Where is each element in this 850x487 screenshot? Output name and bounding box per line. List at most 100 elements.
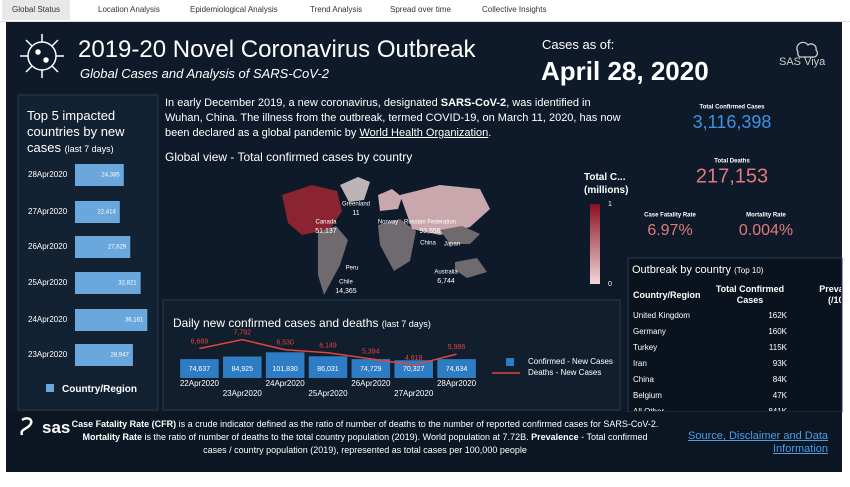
tab-bar: Global Status Location Analysis Epidemiolo… <box>0 0 850 22</box>
column-header: Total Confirmed Cases <box>715 284 785 305</box>
x-tick-label: 26Apr2020 <box>351 379 391 388</box>
value-label: 4,619 <box>405 355 423 362</box>
panel <box>627 257 843 413</box>
text: , was identified in Wuhan, China. The il… <box>165 97 621 139</box>
map-label: China <box>420 241 436 247</box>
panel <box>162 299 621 411</box>
virus-icon <box>20 34 64 78</box>
legend-swatch <box>506 358 514 366</box>
value-label: 70,327 <box>403 366 425 373</box>
x-tick-label: 25Apr2020 <box>308 389 348 398</box>
value-label: 86,031 <box>317 366 339 373</box>
value-label: 6,530 <box>276 340 294 347</box>
text: Top 5 impacted countries by new cases <box>27 108 125 155</box>
map-value: 11 <box>352 210 359 217</box>
value-label: 32,821 <box>118 281 137 287</box>
cell: Iran <box>633 359 647 368</box>
tab[interactable]: Epidemiological Analysis <box>190 5 278 14</box>
y-tick-label: 23Apr2020 <box>28 350 68 359</box>
bar <box>180 359 219 378</box>
x-tick-label: 28Apr2020 <box>437 379 477 388</box>
bar <box>308 356 348 378</box>
tab[interactable]: Collective Insights <box>482 5 547 14</box>
legend-swatch <box>46 384 54 392</box>
as-of-label: Cases as of: <box>542 37 615 52</box>
y-tick-label: 26Apr2020 <box>28 242 68 251</box>
cell: China <box>633 375 654 384</box>
tab[interactable]: Spread over time <box>390 5 451 14</box>
daily-title: Daily new confirmed cases and deaths (la… <box>173 316 431 330</box>
link[interactable]: World Health Organization <box>359 127 489 139</box>
map-label: Chile <box>339 280 353 286</box>
value-label: 28,947 <box>111 353 130 359</box>
cell: 841K <box>707 407 787 411</box>
map-label: Japan <box>444 242 460 248</box>
text: SARS-CoV-2 <box>440 97 507 109</box>
tab[interactable]: Location Analysis <box>98 5 160 14</box>
source-link[interactable]: Source, Disclaimer and Data Information <box>688 430 829 455</box>
value-label: 5,394 <box>362 349 380 356</box>
column-header: Country/Region <box>633 290 701 300</box>
text: . <box>488 127 492 139</box>
value-label: 74,637 <box>189 366 211 373</box>
kpi-label: Case Fatality Rate <box>644 213 696 219</box>
cell: Turkey <box>633 343 658 352</box>
map-value: 51,137 <box>315 228 337 235</box>
value-label: 27,629 <box>108 245 127 251</box>
map-label: Russian Federation <box>404 220 456 226</box>
text: Mortality Rate <box>82 432 142 442</box>
tab[interactable]: Trend Analysis <box>310 5 363 14</box>
kpi-value: 6.97% <box>647 222 692 239</box>
logo: sas <box>42 418 71 437</box>
text: - Total confirmed cases / country popula… <box>203 432 648 455</box>
kpi-label: Mortality Rate <box>746 213 786 219</box>
value-label: 101,830 <box>272 366 297 373</box>
cell: 93K <box>772 359 787 368</box>
x-tick-label: 23Apr2020 <box>223 389 263 398</box>
map-value: 14,365 <box>335 288 357 295</box>
text: (last 7 days) <box>64 144 114 154</box>
legend-label: Country/Region <box>62 384 137 395</box>
value-label: 6,689 <box>191 338 209 345</box>
y-tick-label: 28Apr2020 <box>28 170 68 179</box>
bar <box>75 272 141 294</box>
kpi-label: Total Confirmed Cases <box>700 105 766 111</box>
legend-title: Total C... <box>584 172 626 183</box>
value-label: 6,149 <box>319 343 337 350</box>
cell: Germany <box>633 327 666 336</box>
kpi-value: 217,153 <box>696 165 768 187</box>
left-title: Top 5 impacted countries by new cases (l… <box>27 108 152 157</box>
intro: In early December 2019, a new coronaviru… <box>165 96 627 141</box>
line <box>199 338 457 366</box>
subtitle: Global Cases and Analysis of SARS-CoV-2 <box>80 66 330 81</box>
map-label: Greenland <box>342 202 370 208</box>
value-label: 74,729 <box>360 366 382 373</box>
map-label: Australia <box>434 270 458 276</box>
map-land <box>282 177 490 295</box>
footnote: Case Fatality Rate (CFR) is a crude indi… <box>70 418 660 457</box>
map-value: 6,744 <box>437 278 455 285</box>
map-value: 93,558 <box>419 228 441 235</box>
text: Outbreak by country <box>632 264 732 276</box>
x-tick-label: 27Apr2020 <box>394 389 434 398</box>
value-label: 36,161 <box>125 318 144 324</box>
bar <box>75 236 131 258</box>
bar <box>351 359 391 378</box>
kpi-value: 3,116,398 <box>693 112 772 132</box>
bar <box>437 359 476 378</box>
sas-logo-mark <box>20 417 33 436</box>
value-label: 5,986 <box>448 344 466 351</box>
cell: United Kingdom <box>633 311 690 320</box>
value-label: 24,385 <box>101 173 120 179</box>
cell: All Other <box>633 407 701 411</box>
tab[interactable]: Global Status <box>2 0 71 20</box>
bar <box>75 344 133 366</box>
table-title: Outbreak by country (Top 10) <box>632 264 763 276</box>
text: is a crude indicator defined as the rati… <box>176 419 659 429</box>
cloud-icon <box>796 41 819 58</box>
legend-label: Deaths - New Cases <box>528 368 601 377</box>
color-scale <box>590 204 600 284</box>
kpi-value: 0.004% <box>739 222 793 239</box>
